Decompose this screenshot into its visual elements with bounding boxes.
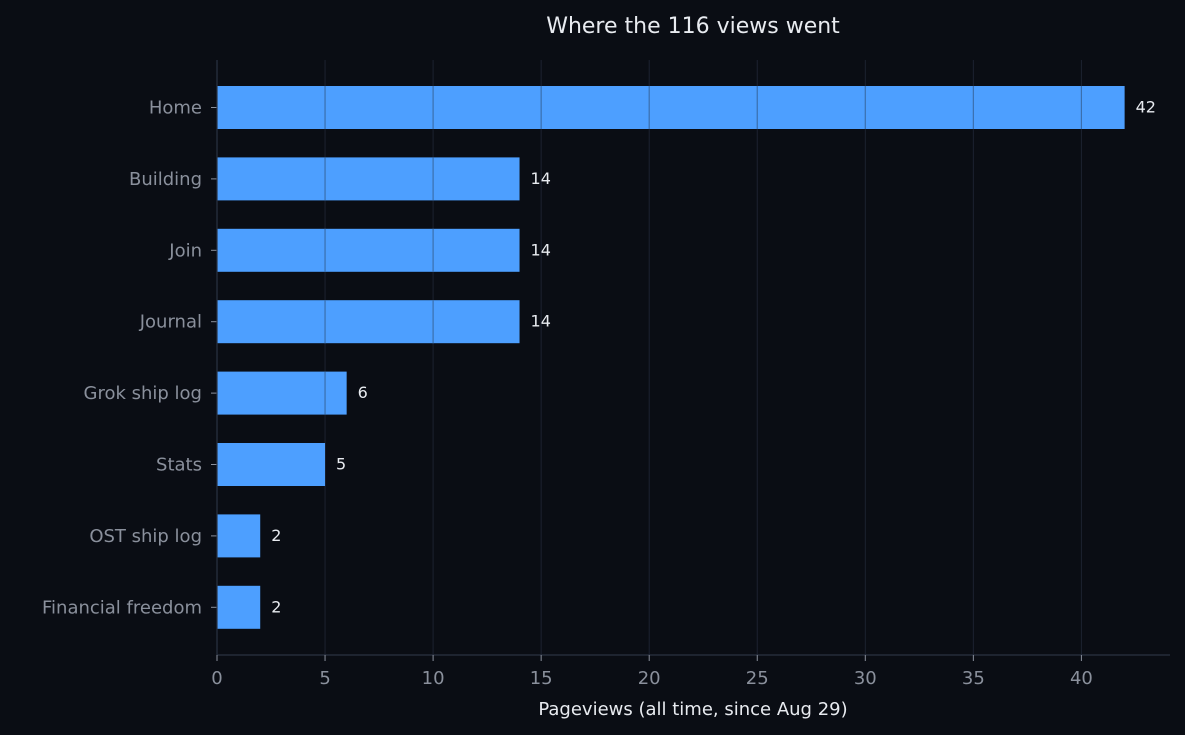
category-label: Building bbox=[129, 169, 202, 190]
x-tick-label: 20 bbox=[638, 668, 661, 689]
value-label: 14 bbox=[531, 169, 551, 188]
category-label: OST ship log bbox=[89, 526, 202, 547]
grid-lines-overlay bbox=[324, 86, 1082, 415]
x-tick-label: 15 bbox=[530, 668, 553, 689]
x-tick-label: 5 bbox=[319, 668, 330, 689]
category-label: Stats bbox=[156, 455, 202, 476]
category-label: Join bbox=[168, 240, 202, 261]
bar bbox=[217, 86, 1125, 129]
bars bbox=[217, 86, 1125, 629]
value-label: 2 bbox=[271, 597, 281, 616]
axes bbox=[211, 60, 1170, 661]
category-label: Financial freedom bbox=[42, 597, 202, 618]
value-label: 5 bbox=[336, 455, 346, 474]
bar bbox=[217, 300, 520, 344]
value-label: 2 bbox=[271, 526, 281, 545]
x-tick-label: 35 bbox=[962, 668, 985, 689]
x-tick-label: 0 bbox=[211, 668, 222, 689]
category-label: Journal bbox=[139, 312, 202, 333]
bar bbox=[217, 514, 261, 558]
value-label: 42 bbox=[1136, 98, 1156, 117]
bar bbox=[217, 585, 261, 629]
x-tick-label: 10 bbox=[422, 668, 445, 689]
x-axis-label: Pageviews (all time, since Aug 29) bbox=[538, 699, 847, 720]
bar bbox=[217, 371, 347, 415]
chart-title: Where the 116 views went bbox=[546, 14, 840, 39]
bar bbox=[217, 228, 520, 272]
bar bbox=[217, 157, 520, 201]
grid-lines bbox=[324, 60, 1082, 655]
labels: Home 42 Building 14 Join 14 Journal 14 Grok ship… bbox=[42, 98, 1156, 690]
bar bbox=[217, 443, 326, 486]
value-label: 6 bbox=[358, 383, 368, 402]
x-tick-label: 40 bbox=[1070, 668, 1093, 689]
value-label: 14 bbox=[531, 240, 551, 259]
x-tick-label: 25 bbox=[746, 668, 769, 689]
value-label: 14 bbox=[531, 312, 551, 331]
x-tick-label: 30 bbox=[854, 668, 877, 689]
category-label: Home bbox=[149, 98, 202, 119]
category-label: Grok ship log bbox=[84, 383, 203, 404]
